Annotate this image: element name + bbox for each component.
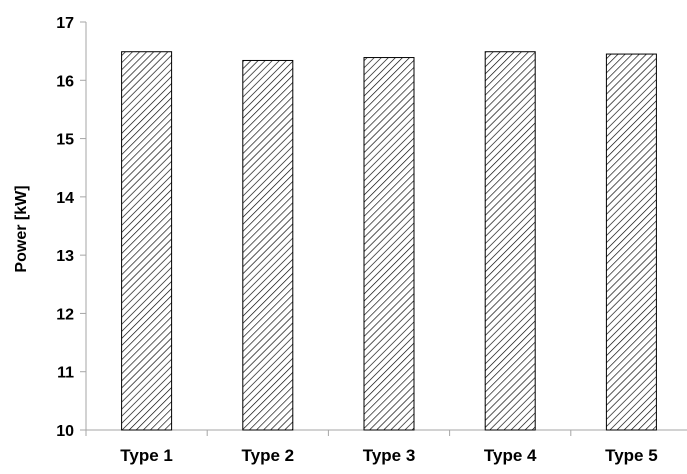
x-category-label: Type 1 (120, 446, 173, 465)
y-axis: 10 11 12 13 14 15 16 17 (56, 15, 87, 440)
y-tick-label: 16 (56, 73, 74, 90)
y-tick-label: 17 (56, 15, 74, 32)
y-tick-label: 10 (56, 423, 74, 440)
bars (121, 51, 657, 431)
bar-5 (605, 53, 657, 431)
x-category-label: Type 4 (484, 446, 537, 465)
y-tick-label: 12 (56, 306, 74, 323)
x-category-label: Type 2 (242, 446, 295, 465)
bar-4 (484, 51, 536, 431)
x-category-label: Type 3 (363, 446, 416, 465)
bar-2 (242, 59, 294, 431)
y-tick-label: 11 (57, 365, 74, 382)
y-axis-title: Power [kW] (13, 185, 30, 272)
y-tick-label: 14 (56, 190, 74, 207)
bar-1 (121, 51, 173, 431)
bar-3 (363, 57, 415, 431)
y-tick-label: 13 (56, 248, 74, 265)
x-axis: Type 1 Type 2 Type 3 Type 4 Type 5 (85, 429, 687, 465)
y-tick-label: 15 (56, 132, 74, 149)
x-category-label: Type 5 (605, 446, 658, 465)
